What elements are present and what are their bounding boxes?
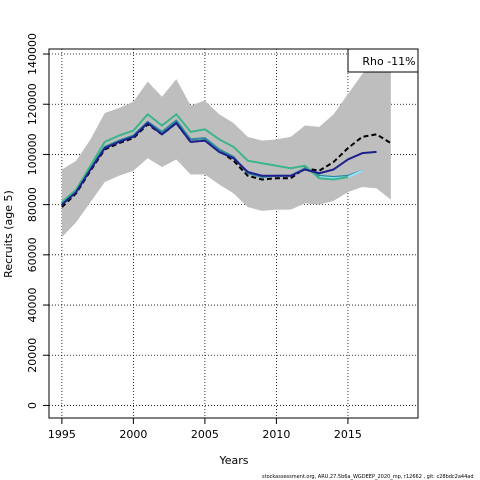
plot-frame <box>48 48 419 419</box>
x-tick-label: 2015 <box>334 428 362 441</box>
confidence-band <box>61 61 391 238</box>
y-axis: 0 20000 40000 60000 80000 100000 120000 140000 <box>26 33 49 409</box>
series-line-4 <box>61 122 377 206</box>
x-tick-label: 2010 <box>262 428 290 441</box>
confidence-band-layer <box>61 61 391 238</box>
x-axis-label: Years <box>218 454 248 467</box>
y-axis-label: Recruits (age 5) <box>2 190 15 278</box>
x-axis: 1995 2000 2005 2010 2015 <box>48 418 362 441</box>
series-line-0 <box>61 122 392 208</box>
x-tick-label: 1995 <box>48 428 76 441</box>
y-tick-label: 60000 <box>26 237 39 272</box>
y-tick-label: 0 <box>26 402 39 409</box>
footer-credit: stockassessment.org, ARU.27.5b6a_WGDEEP_… <box>262 474 474 480</box>
y-tick-label: 120000 <box>26 83 39 125</box>
x-tick-label: 2000 <box>119 428 147 441</box>
y-tick-label: 40000 <box>26 288 39 323</box>
series-layer <box>61 113 392 208</box>
y-tick-label: 100000 <box>26 133 39 175</box>
legend-box <box>347 48 419 73</box>
legend: Rho -11% <box>347 48 419 73</box>
y-tick-label: 20000 <box>26 338 39 373</box>
y-tick-label: 140000 <box>26 33 39 75</box>
series-line-3 <box>61 113 349 203</box>
y-tick-label: 80000 <box>26 187 39 222</box>
x-tick-label: 2005 <box>191 428 219 441</box>
legend-text: Rho -11% <box>362 55 415 68</box>
